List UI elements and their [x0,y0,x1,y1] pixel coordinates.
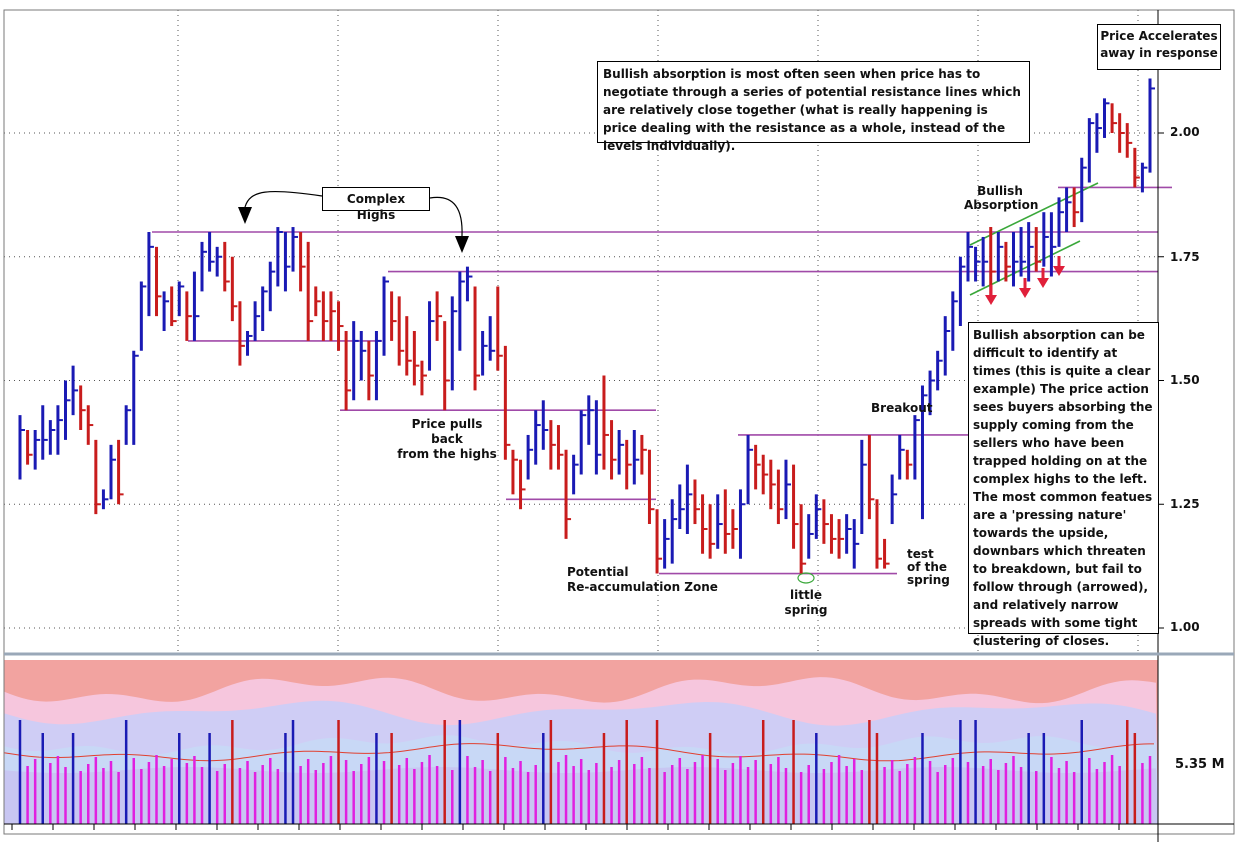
reaccumulation-label: Potential Re-accumulation Zone [567,565,718,595]
failure-arrow-icon [1037,278,1049,288]
info-box-side: Bullish absorption can be difficult to i… [968,322,1159,648]
absorption-line-2: Absorption [964,198,1039,212]
down-arrow-icon [238,207,252,224]
accelerates-box: Price Accelerates away in response [1097,24,1221,70]
down-arrow-icon [455,236,469,253]
failure-arrow-icon [1019,288,1031,298]
test-spring-label: test of the spring [907,548,950,587]
accelerates-line-1: Price Accelerates [1100,29,1218,43]
pullback-line-2: from the highs [397,447,497,461]
y-tick-label: 2.00 [1170,125,1200,139]
reaccumulation-line-2: Re-accumulation Zone [567,580,718,594]
failure-arrow-icon [985,295,997,305]
y-tick-label: 1.75 [1170,250,1200,264]
reaccumulation-line-1: Potential [567,565,629,579]
complex-highs-label: Complex Highs [322,187,430,222]
pointer-curve-right [429,196,463,237]
test-line-3: spring [907,573,950,587]
pullback-label: Price pulls back from the highs [396,417,498,462]
absorption-line-1: Bullish [977,184,1023,198]
accelerates-line-2: away in response [1100,46,1218,60]
absorption-label: Bullish Absorption [964,184,1039,212]
chart-frame [3,9,1235,835]
pullback-line-1: Price pulls back [411,417,483,446]
breakout-label: Breakout [871,401,933,415]
pointer-curve-left [244,190,323,208]
spring-line-1: little [790,588,822,602]
spring-marker [797,572,815,584]
volume-value-label: 5.35 M [1175,757,1225,772]
spring-label: little spring [782,588,830,618]
info-box-top: Bullish absorption is most often seen wh… [597,61,1030,153]
channel-lower-line [969,240,1081,296]
failure-arrow-icon [1053,266,1065,276]
spring-line-2: spring [784,603,828,617]
test-line-1: test [907,547,934,561]
y-tick-label: 1.50 [1170,373,1200,387]
test-line-2: of the [907,560,948,574]
y-tick-label: 1.25 [1170,497,1200,511]
y-tick-label: 1.00 [1170,620,1200,634]
